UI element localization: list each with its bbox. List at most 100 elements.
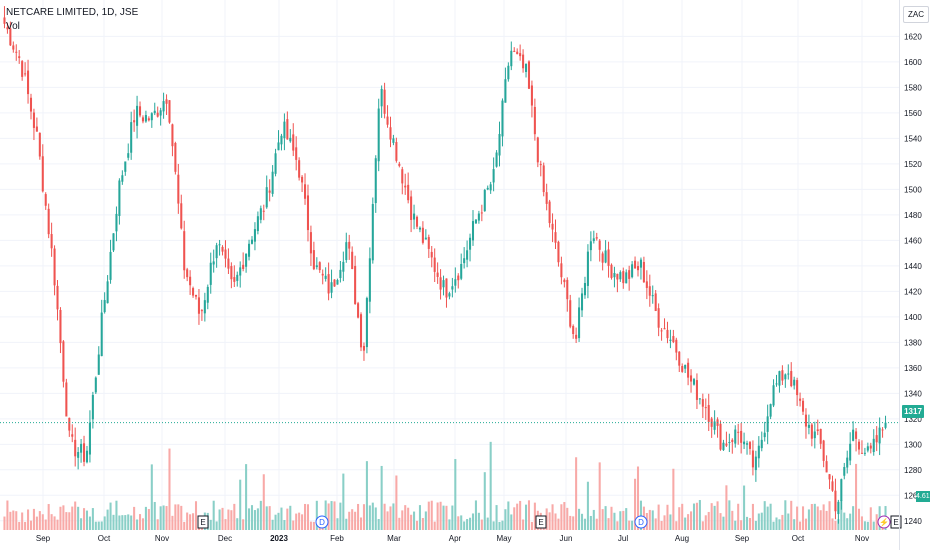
candle-body (74, 439, 77, 457)
candle-body (725, 443, 728, 446)
time-tick-label: Sep (735, 534, 750, 543)
volume-bar (3, 516, 6, 530)
volume-bar (445, 505, 448, 530)
candle-body (315, 265, 318, 268)
volume-bar (507, 501, 510, 530)
candle-body (136, 105, 139, 126)
candle-body (159, 110, 162, 116)
candle-body (124, 161, 127, 172)
candle-body (454, 279, 457, 286)
volume-bar (74, 501, 77, 530)
volume-bar (27, 509, 30, 530)
volume-bar (115, 500, 118, 530)
candle-body (362, 345, 365, 351)
candle-body (94, 377, 97, 393)
candle-body (669, 339, 672, 342)
volume-bar (365, 461, 368, 530)
candle-body (687, 362, 690, 378)
time-tick-label: 2023 (270, 534, 288, 543)
price-axis-ticks: 1240 1260 1280 1300 1320 1340 1360 1380 1400 1420… (904, 32, 922, 525)
candle-body (127, 153, 130, 158)
candle-body (548, 201, 551, 224)
earnings-marker (535, 515, 547, 529)
candle-body (24, 73, 27, 75)
volume-bar (212, 500, 215, 530)
candle-body (586, 251, 589, 286)
candle-body (35, 126, 38, 132)
candle-body (339, 269, 342, 279)
candle-body (301, 176, 304, 183)
candle-body (636, 266, 640, 271)
volume-bar (410, 514, 413, 530)
volume-bar (698, 500, 701, 530)
price-tick-label: 1580 (904, 83, 922, 92)
candle-body (510, 50, 513, 67)
candle-body (719, 423, 722, 450)
chart-header: NETCARE LIMITED, 1D, JSE Vol (6, 7, 138, 33)
volume-bar (563, 502, 566, 530)
candle-body (321, 273, 324, 276)
volume-bar (94, 521, 97, 530)
volume-bar (601, 509, 604, 530)
candle-body (831, 481, 834, 491)
volume-bar (663, 515, 666, 530)
volume-bar (224, 519, 227, 530)
volume-bar (451, 505, 454, 530)
symbol-title[interactable]: NETCARE LIMITED, 1D, JSE (6, 7, 139, 18)
candle-body (327, 274, 330, 294)
candles (3, 6, 887, 524)
volume-bar (430, 500, 433, 530)
candle-body (6, 27, 9, 30)
volume-bar (345, 518, 348, 530)
volume-bar (831, 518, 834, 530)
candle-body (722, 442, 725, 451)
price-tick-label: 1340 (904, 389, 922, 398)
candle-body (519, 53, 522, 57)
candle-body (672, 336, 675, 343)
price-tick-label: 1500 (904, 185, 922, 194)
volume-bar (47, 504, 50, 530)
candle-body (648, 286, 651, 296)
candle-body (607, 249, 610, 266)
volume-bar (189, 514, 192, 530)
candle-body (277, 142, 280, 151)
candle-body (810, 424, 813, 439)
candle-body (807, 424, 810, 428)
candle-body (80, 443, 83, 453)
volume-bar (106, 509, 109, 530)
candle-body (471, 221, 475, 241)
candle-body (59, 310, 62, 344)
candle-body (634, 260, 637, 269)
candle-body (613, 273, 616, 278)
candle-body (690, 375, 693, 382)
candle-body (386, 116, 389, 125)
volume-bar (875, 514, 878, 530)
volume-bar (460, 515, 463, 530)
volume-bar (215, 521, 218, 530)
volume-bar (622, 510, 625, 530)
volume-bar (156, 519, 159, 530)
volume-bar (519, 500, 522, 530)
volume-bar (407, 507, 410, 530)
volume-bar (165, 506, 168, 530)
volume-bar (843, 512, 846, 530)
time-tick-label: Feb (330, 534, 344, 543)
volume-bar (857, 508, 861, 530)
volume-bar (580, 513, 584, 530)
volume-bar (277, 512, 280, 530)
volume-bar (687, 514, 690, 530)
candle-body (144, 115, 147, 122)
volume-bar (837, 519, 840, 530)
candle-body (365, 298, 368, 348)
volume-bar (327, 503, 330, 530)
volume-bar (389, 506, 392, 530)
time-tick-label: Nov (155, 534, 169, 543)
candle-body (221, 246, 224, 252)
volume-indicator-label[interactable]: Vol (6, 21, 20, 32)
dividend-marker (315, 515, 329, 529)
candle-body (743, 441, 746, 445)
candle-body (83, 443, 86, 462)
candle-body (171, 124, 174, 147)
currency-button[interactable]: ZAC (903, 6, 929, 23)
